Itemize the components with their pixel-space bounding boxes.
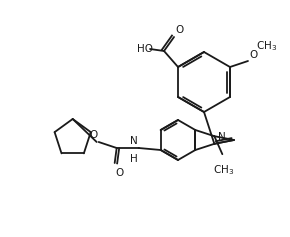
Text: O: O	[116, 168, 124, 178]
Text: CH$_3$: CH$_3$	[213, 163, 234, 177]
Text: H: H	[130, 154, 138, 164]
Text: CH$_3$: CH$_3$	[256, 39, 277, 53]
Text: O: O	[89, 130, 98, 140]
Text: N: N	[218, 132, 226, 142]
Text: O: O	[175, 25, 183, 35]
Text: O: O	[249, 50, 257, 60]
Text: HO: HO	[137, 44, 153, 54]
Text: N: N	[130, 136, 138, 146]
